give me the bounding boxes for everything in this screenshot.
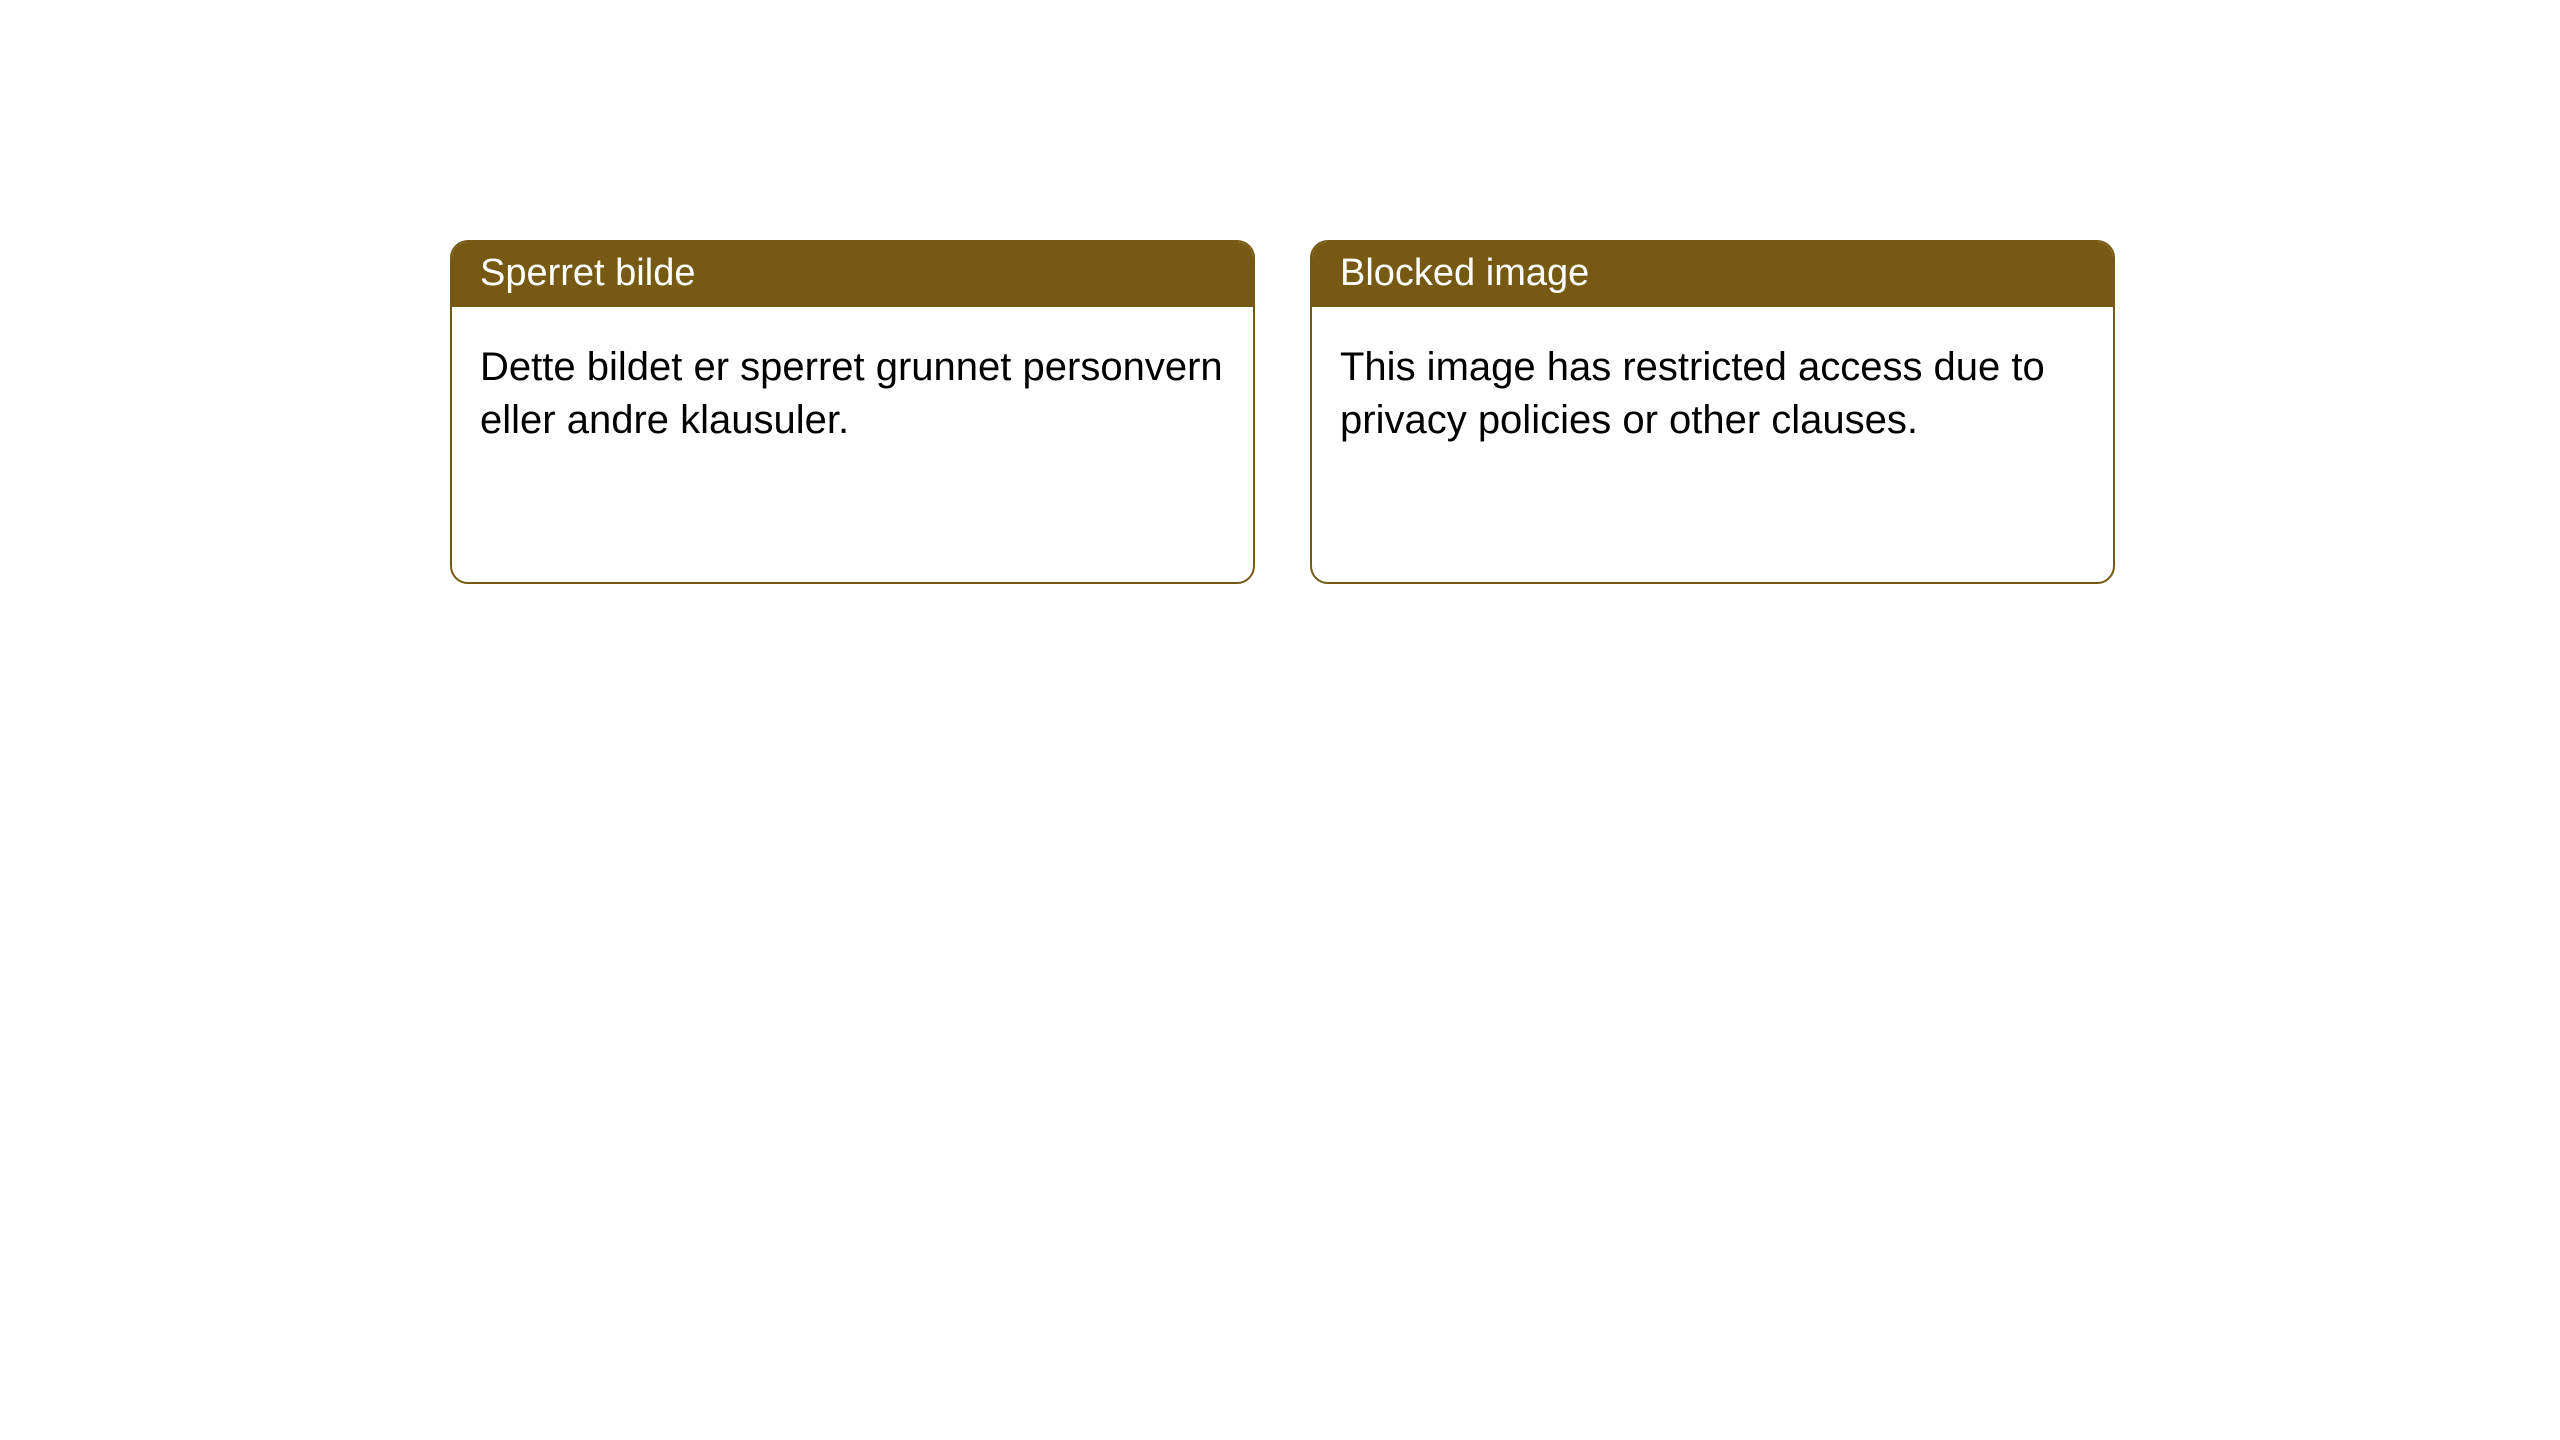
notice-title: Blocked image [1340, 252, 1589, 294]
notice-title: Sperret bilde [480, 252, 695, 294]
notice-text: This image has restricted access due to … [1340, 345, 2045, 442]
notice-text: Dette bildet er sperret grunnet personve… [480, 345, 1223, 442]
notice-box-english: Blocked image This image has restricted … [1310, 240, 2115, 584]
notice-header: Blocked image [1312, 242, 2113, 307]
notice-body: This image has restricted access due to … [1312, 307, 2113, 582]
notice-container: Sperret bilde Dette bildet er sperret gr… [0, 0, 2560, 584]
notice-box-norwegian: Sperret bilde Dette bildet er sperret gr… [450, 240, 1255, 584]
notice-body: Dette bildet er sperret grunnet personve… [452, 307, 1253, 582]
notice-header: Sperret bilde [452, 242, 1253, 307]
